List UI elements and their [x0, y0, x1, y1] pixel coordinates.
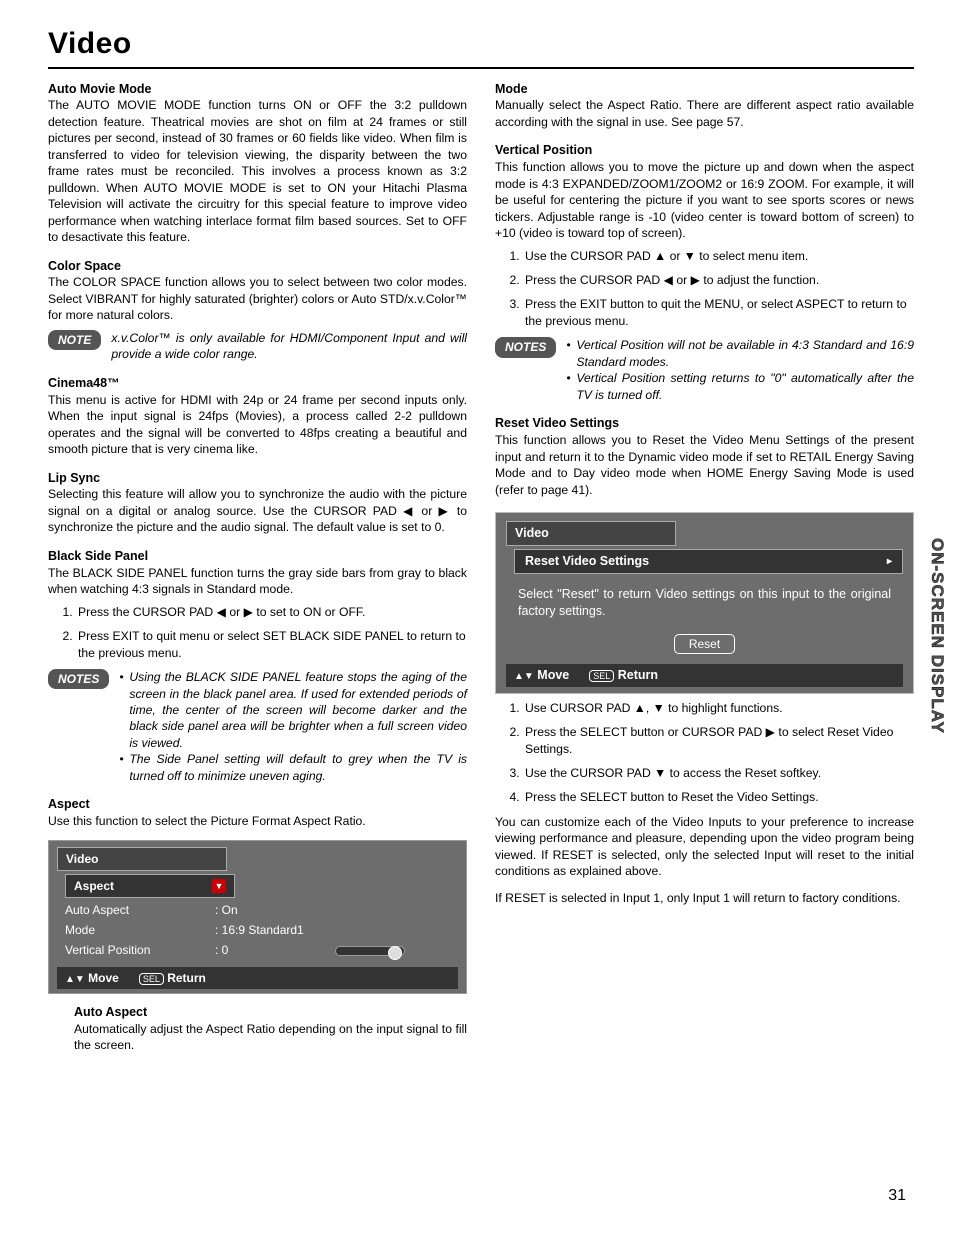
osd-reset-sub-label: Reset Video Settings: [525, 553, 649, 570]
p-lip-sync: Selecting this feature will allow you to…: [48, 486, 467, 535]
osd-row-vpos[interactable]: Vertical Position : 0: [65, 940, 450, 960]
osd-reset-sub[interactable]: Reset Video Settings ▸: [514, 549, 903, 574]
sel-badge: SEL: [139, 973, 164, 985]
osd-footer: ▲▼ Move SEL Return: [57, 967, 458, 990]
p-auto-movie: The AUTO MOVIE MODE function turns ON or…: [48, 97, 467, 245]
vpos-step-2: Press the CURSOR PAD ◀ or ▶ to adjust th…: [523, 272, 914, 288]
osd-reset-footer: ▲▼ Move SEL Return: [506, 664, 903, 687]
osd-reset: Video Reset Video Settings ▸ Select "Res…: [495, 512, 914, 694]
bsp-step-1: Press the CURSOR PAD ◀ or ▶ to set to ON…: [76, 604, 467, 620]
p-reset: This function allows you to Reset the Vi…: [495, 432, 914, 498]
notes-badge: NOTES: [495, 337, 556, 357]
row-key: Vertical Position: [65, 942, 215, 958]
row-val: : 16:9 Standard1: [215, 922, 335, 938]
p-tail-2: If RESET is selected in Input 1, only In…: [495, 890, 914, 906]
return-hint: SEL Return: [139, 970, 206, 986]
columns: Auto Movie Mode The AUTO MOVIE MODE func…: [48, 81, 914, 1054]
h-color-space: Color Space: [48, 258, 467, 275]
reset-step-1: Use CURSOR PAD ▲, ▼ to highlight functio…: [523, 700, 914, 716]
side-tab: ON-SCREEN DISPLAY: [925, 538, 948, 734]
vpos-step-1: Use the CURSOR PAD ▲ or ▼ to select menu…: [523, 248, 914, 264]
col-left: Auto Movie Mode The AUTO MOVIE MODE func…: [48, 81, 467, 1054]
p-mode: Manually select the Aspect Ratio. There …: [495, 97, 914, 130]
osd-aspect-sub[interactable]: Aspect ▼: [65, 874, 235, 898]
vpos-note-1: Vertical Position will not be available …: [566, 337, 914, 370]
bsp-step-2: Press EXIT to quit menu or select SET BL…: [76, 628, 467, 661]
col-right: Mode Manually select the Aspect Ratio. T…: [495, 81, 914, 1054]
p-cinema48: This menu is active for HDMI with 24p or…: [48, 392, 467, 458]
p-vpos: This function allows you to move the pic…: [495, 159, 914, 241]
row-key: Auto Aspect: [65, 902, 215, 918]
osd-aspect: Video Aspect ▼ Auto Aspect : On Mode : 1…: [48, 840, 467, 994]
p-black-side-panel: The BLACK SIDE PANEL function turns the …: [48, 565, 467, 598]
bsp-note-1: Using the BLACK SIDE PANEL feature stops…: [119, 669, 467, 751]
move-hint: ▲▼ Move: [514, 667, 569, 684]
h-reset: Reset Video Settings: [495, 415, 914, 432]
h-black-side-panel: Black Side Panel: [48, 548, 467, 565]
osd-reset-msg: Select "Reset" to return Video settings …: [506, 574, 903, 628]
reset-step-3: Use the CURSOR PAD ▼ to access the Reset…: [523, 765, 914, 781]
p-auto-aspect: Automatically adjust the Aspect Ratio de…: [74, 1021, 467, 1054]
osd-row-mode[interactable]: Mode : 16:9 Standard1: [65, 920, 450, 940]
move-hint: ▲▼ Move: [65, 970, 119, 987]
vpos-step-3: Press the EXIT button to quit the MENU, …: [523, 296, 914, 329]
sub-auto-aspect: Auto Aspect Automatically adjust the Asp…: [48, 1004, 467, 1054]
h-auto-aspect: Auto Aspect: [74, 1004, 467, 1021]
h-aspect: Aspect: [48, 796, 467, 813]
p-color-space: The COLOR SPACE function allows you to s…: [48, 274, 467, 323]
notes-vpos: NOTES Vertical Position will not be avai…: [495, 337, 914, 403]
osd-rows: Auto Aspect : On Mode : 16:9 Standard1 V…: [57, 898, 458, 967]
h-mode: Mode: [495, 81, 914, 98]
reset-steps: Use CURSOR PAD ▲, ▼ to highlight functio…: [495, 700, 914, 806]
vpos-note-2: Vertical Position setting returns to "0"…: [566, 370, 914, 403]
osd-aspect-title: Video: [57, 847, 227, 871]
p-aspect: Use this function to select the Picture …: [48, 813, 467, 829]
note-color-space: NOTE x.v.Color™ is only available for HD…: [48, 330, 467, 363]
page-title: Video: [48, 24, 914, 65]
h-cinema48: Cinema48™: [48, 375, 467, 392]
vpos-steps: Use the CURSOR PAD ▲ or ▼ to select menu…: [495, 248, 914, 330]
osd-aspect-sub-label: Aspect: [74, 878, 114, 894]
osd-reset-title: Video: [506, 521, 676, 546]
title-rule: [48, 67, 914, 69]
h-vpos: Vertical Position: [495, 142, 914, 159]
chevron-right-icon: ▸: [887, 555, 892, 569]
h-lip-sync: Lip Sync: [48, 470, 467, 487]
note-body: x.v.Color™ is only available for HDMI/Co…: [111, 330, 467, 363]
reset-button[interactable]: Reset: [674, 634, 735, 654]
row-key: Mode: [65, 922, 215, 938]
page-number: 31: [888, 1185, 906, 1207]
chevron-down-icon: ▼: [212, 879, 226, 893]
h-auto-movie: Auto Movie Mode: [48, 81, 467, 98]
notes-badge: NOTES: [48, 669, 109, 689]
osd-row-auto-aspect[interactable]: Auto Aspect : On: [65, 900, 450, 920]
notes-body: Vertical Position will not be available …: [566, 337, 914, 403]
p-tail-1: You can customize each of the Video Inpu…: [495, 814, 914, 880]
slider[interactable]: [335, 946, 405, 956]
row-val: : On: [215, 902, 335, 918]
return-hint: SEL Return: [589, 667, 658, 684]
row-val: : 0: [215, 942, 335, 958]
bsp-note-2: The Side Panel setting will default to g…: [119, 751, 467, 784]
note-badge: NOTE: [48, 330, 101, 350]
sel-badge: SEL: [589, 670, 614, 682]
bsp-steps: Press the CURSOR PAD ◀ or ▶ to set to ON…: [48, 604, 467, 661]
reset-step-4: Press the SELECT button to Reset the Vid…: [523, 789, 914, 805]
reset-step-2: Press the SELECT button or CURSOR PAD ▶ …: [523, 724, 914, 757]
notes-body: Using the BLACK SIDE PANEL feature stops…: [119, 669, 467, 784]
notes-bsp: NOTES Using the BLACK SIDE PANEL feature…: [48, 669, 467, 784]
